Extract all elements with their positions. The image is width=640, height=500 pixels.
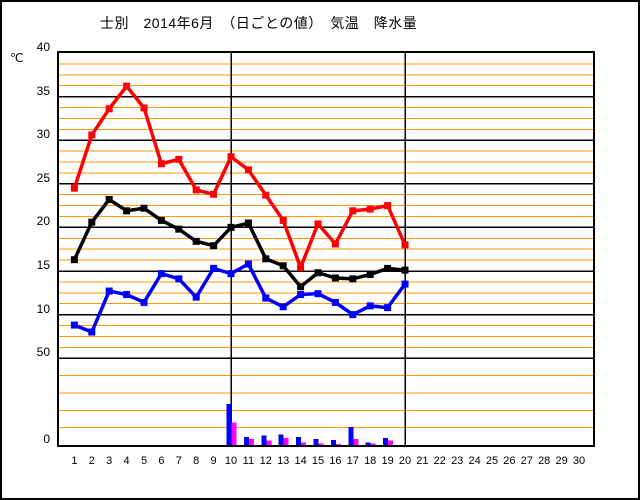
x-axis-tick-label: 18 <box>364 455 377 467</box>
chart-canvas <box>59 53 593 445</box>
y-axis-tick-label: 0 <box>43 432 50 446</box>
x-axis-tick-label: 4 <box>123 455 130 467</box>
x-axis-tick-label: 30 <box>572 455 586 467</box>
y-axis-tick-label: 30 <box>36 127 50 142</box>
x-axis-tick-label: 23 <box>451 455 464 467</box>
x-axis-tick-label: 25 <box>485 455 499 467</box>
y-axis-tick-label: 15 <box>36 258 50 272</box>
x-axis-tick-label: 14 <box>294 455 307 467</box>
x-axis-tick-label: 15 <box>311 455 325 467</box>
x-axis-tick-label: 20 <box>398 455 412 467</box>
x-axis-tick-label: 12 <box>259 455 272 467</box>
x-axis-tick-label: 17 <box>346 455 359 467</box>
y-axis-tick-label: 40 <box>36 40 50 54</box>
x-axis-tick-label: 2 <box>88 455 95 467</box>
x-axis-tick-label: 9 <box>210 455 217 467</box>
y-axis-tick-label: 25 <box>36 170 50 185</box>
plot-area <box>57 51 595 447</box>
x-axis-tick-label: 24 <box>468 455 481 467</box>
chart-title: 士別 2014年6月 （日ごとの値） 気温 降水量 <box>100 15 418 31</box>
x-axis-tick-label: 6 <box>158 455 165 467</box>
x-axis-tick-label: 5 <box>140 455 148 467</box>
x-axis-tick-label: 19 <box>381 455 394 467</box>
x-axis-tick-label: 11 <box>242 455 255 467</box>
x-axis-tick-label: 22 <box>433 455 446 467</box>
x-axis-tick-label: 3 <box>106 455 113 467</box>
x-axis-tick-label: 29 <box>555 455 568 467</box>
x-axis-tick-label: 21 <box>416 455 429 467</box>
y-axis-tick-label: 20 <box>36 214 50 229</box>
x-axis-tick-label: 16 <box>329 455 342 467</box>
x-axis-tick-label: 28 <box>538 455 551 467</box>
x-axis-tick-label: 7 <box>175 455 182 467</box>
y-axis-tick-label: 50 <box>36 345 50 360</box>
x-axis-tick-label: 27 <box>520 455 533 467</box>
y-axis-tick-label: 10 <box>36 301 50 316</box>
y-axis-unit-label: ℃ <box>10 51 24 65</box>
x-axis-tick-label: 10 <box>224 455 238 467</box>
x-axis-tick-label: 1 <box>71 455 78 467</box>
x-axis-tick-label: 8 <box>193 455 200 467</box>
y-axis-tick-label: 35 <box>36 83 50 98</box>
x-axis-tick-label: 26 <box>503 455 516 467</box>
x-axis-tick-label: 13 <box>277 455 290 467</box>
